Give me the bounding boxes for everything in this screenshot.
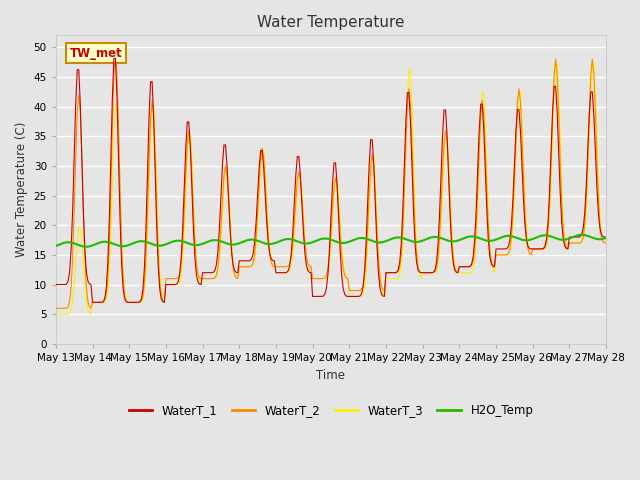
Y-axis label: Water Temperature (C): Water Temperature (C) [15,122,28,257]
Title: Water Temperature: Water Temperature [257,15,404,30]
X-axis label: Time: Time [316,369,346,382]
Legend: WaterT_1, WaterT_2, WaterT_3, H2O_Temp: WaterT_1, WaterT_2, WaterT_3, H2O_Temp [124,399,538,421]
Text: TW_met: TW_met [70,47,122,60]
